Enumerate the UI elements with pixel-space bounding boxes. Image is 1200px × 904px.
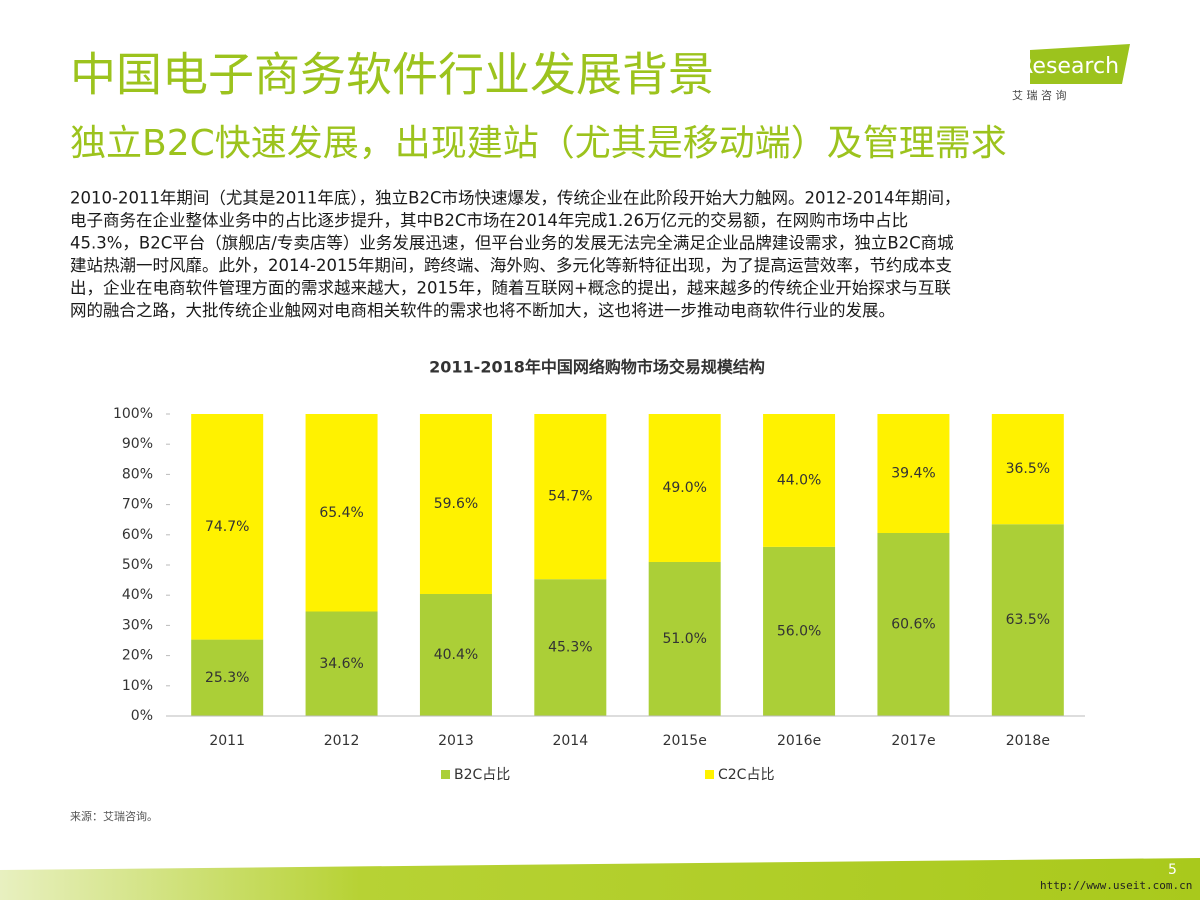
value-label: 49.0% bbox=[662, 480, 706, 496]
value-label: 51.0% bbox=[662, 631, 706, 647]
x-tick-label: 2017e bbox=[891, 733, 935, 749]
paragraph-line: 建站热潮一时风靡。此外，2014-2015年期间，跨终端、海外购、多元化等新特征… bbox=[70, 255, 952, 275]
logo-shape bbox=[1030, 44, 1130, 84]
value-label: 56.0% bbox=[777, 623, 821, 639]
bar-segment bbox=[763, 546, 836, 716]
x-tick-label: 2011 bbox=[209, 733, 245, 749]
paragraph-line: 电子商务在企业整体业务中的占比逐步提升，其中B2C市场在2014年完成1.26万… bbox=[70, 211, 908, 230]
value-label: 39.4% bbox=[891, 465, 935, 481]
legend-label: C2C占比 bbox=[718, 767, 774, 783]
x-tick-label: 2016e bbox=[777, 733, 821, 749]
value-label: 59.6% bbox=[434, 496, 478, 512]
bar-segment bbox=[534, 414, 607, 580]
bar-segment bbox=[419, 414, 492, 594]
bar-segment bbox=[991, 524, 1064, 716]
y-tick-label: 0% bbox=[131, 708, 153, 724]
subtitle: 独立B2C快速发展，出现建站（尤其是移动端）及管理需求 bbox=[70, 123, 1007, 164]
title: 中国电子商务软件行业发展背景 bbox=[70, 48, 714, 102]
chart: 0% 10% 20% 30% 40% 50% 60% 70% 80% 90% 100% 2011 25.… bbox=[113, 406, 1085, 783]
x-tick-label: 2018e bbox=[1006, 733, 1050, 749]
x-tick-label: 2012 bbox=[324, 733, 360, 749]
value-label: 54.7% bbox=[548, 489, 592, 505]
bar-segment bbox=[419, 593, 492, 716]
source: 来源：艾瑞咨询。 bbox=[70, 809, 158, 823]
bar-segment bbox=[191, 414, 264, 640]
value-label: 45.3% bbox=[548, 640, 592, 656]
bar-segment bbox=[191, 639, 264, 716]
legend-swatch bbox=[441, 770, 450, 779]
x-tick-label: 2014 bbox=[552, 733, 588, 749]
y-tick-label: 100% bbox=[113, 406, 153, 422]
value-label: 44.0% bbox=[777, 472, 821, 488]
value-label: 63.5% bbox=[1006, 612, 1050, 628]
bar-segment bbox=[305, 414, 378, 612]
value-label: 40.4% bbox=[434, 647, 478, 663]
logo: iResearch bbox=[1012, 54, 1119, 79]
value-label: 36.5% bbox=[1006, 461, 1050, 477]
watermark: http://www.useit.com.cn bbox=[1040, 879, 1192, 892]
paragraph-line: 出，企业在电商软件管理方面的需求越来越大，2015年，随着互联网+概念的提出，越… bbox=[70, 278, 951, 298]
legend-label: B2C占比 bbox=[454, 767, 510, 783]
value-label: 34.6% bbox=[319, 656, 363, 672]
bar-segment bbox=[648, 414, 721, 562]
legend-swatch bbox=[705, 770, 714, 779]
y-tick-label: 90% bbox=[122, 436, 153, 452]
logo-subtitle: 艾 瑞 咨 询 bbox=[1012, 88, 1067, 102]
paragraph: 2010-2011年期间（尤其是2011年底），独立B2C市场快速爆发，传统企业… bbox=[70, 189, 960, 321]
paragraph-line: 2010-2011年期间（尤其是2011年底），独立B2C市场快速爆发，传统企业… bbox=[70, 189, 960, 208]
bar-segment bbox=[648, 561, 721, 716]
x-tick-label: 2015e bbox=[663, 733, 707, 749]
value-label: 74.7% bbox=[205, 519, 249, 535]
footer-band bbox=[0, 858, 1200, 900]
value-label: 60.6% bbox=[891, 616, 935, 632]
value-label: 65.4% bbox=[319, 505, 363, 521]
paragraph-line: 45.3%，B2C平台（旗舰店/专卖店等）业务发展迅速，但平台业务的发展无法完全… bbox=[70, 234, 954, 253]
chart-title: 2011-2018年中国网络购物市场交易规模结构 bbox=[429, 358, 765, 377]
page-number: 5 bbox=[1168, 862, 1177, 878]
value-label: 25.3% bbox=[205, 670, 249, 686]
y-tick-label: 40% bbox=[122, 587, 153, 603]
x-tick-label: 2013 bbox=[438, 733, 474, 749]
y-tick-label: 50% bbox=[122, 557, 153, 573]
bar-segment bbox=[763, 414, 836, 547]
bar-segment bbox=[305, 611, 378, 716]
bar-segment bbox=[991, 414, 1064, 525]
y-tick-label: 10% bbox=[122, 678, 153, 694]
bar-segment bbox=[877, 532, 950, 716]
y-tick-label: 30% bbox=[122, 617, 153, 633]
bar-segment bbox=[877, 414, 950, 533]
y-tick-label: 80% bbox=[122, 466, 153, 482]
bar-segment bbox=[534, 579, 607, 716]
y-tick-label: 60% bbox=[122, 527, 153, 543]
y-tick-label: 20% bbox=[122, 648, 153, 664]
paragraph-line: 网的融合之路，大批传统企业触网对电商相关软件的需求也将不断加大，这也将进一步推动… bbox=[70, 301, 895, 320]
y-tick-label: 70% bbox=[122, 497, 153, 513]
